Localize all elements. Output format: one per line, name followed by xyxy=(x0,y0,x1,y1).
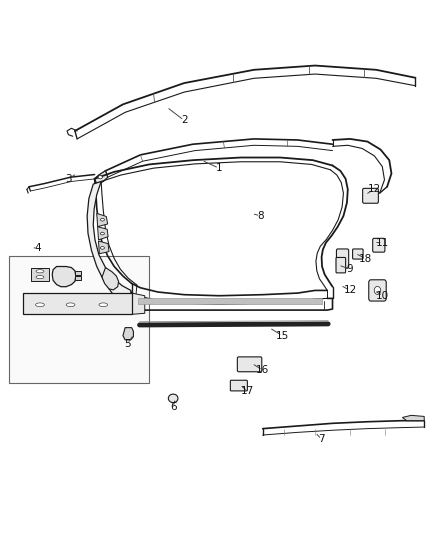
Ellipse shape xyxy=(100,247,104,249)
FancyBboxPatch shape xyxy=(230,380,247,391)
Ellipse shape xyxy=(99,303,108,306)
Polygon shape xyxy=(75,271,81,275)
Polygon shape xyxy=(138,298,321,304)
Ellipse shape xyxy=(98,175,102,179)
Text: 12: 12 xyxy=(367,184,381,195)
Text: 17: 17 xyxy=(241,386,254,397)
FancyBboxPatch shape xyxy=(369,280,386,301)
Text: 7: 7 xyxy=(318,434,325,445)
Text: 15: 15 xyxy=(276,330,289,341)
Text: 11: 11 xyxy=(376,238,389,247)
Text: 9: 9 xyxy=(346,264,353,274)
FancyBboxPatch shape xyxy=(237,357,262,372)
Ellipse shape xyxy=(35,303,44,306)
Polygon shape xyxy=(102,268,119,290)
FancyBboxPatch shape xyxy=(353,249,363,259)
Text: 16: 16 xyxy=(256,365,269,375)
Text: 2: 2 xyxy=(181,115,187,125)
Ellipse shape xyxy=(36,270,44,273)
Polygon shape xyxy=(98,227,108,240)
Ellipse shape xyxy=(36,276,44,279)
Ellipse shape xyxy=(100,219,104,221)
Text: 4: 4 xyxy=(35,243,41,253)
Ellipse shape xyxy=(168,394,178,402)
Text: 8: 8 xyxy=(257,211,264,221)
Polygon shape xyxy=(87,181,131,300)
Polygon shape xyxy=(132,293,145,314)
FancyBboxPatch shape xyxy=(336,257,346,273)
Text: 10: 10 xyxy=(376,290,389,301)
Polygon shape xyxy=(97,213,108,227)
Ellipse shape xyxy=(100,232,104,235)
Polygon shape xyxy=(31,268,49,281)
Ellipse shape xyxy=(374,286,381,294)
Bar xyxy=(10,256,149,383)
FancyBboxPatch shape xyxy=(363,188,378,203)
Text: 3: 3 xyxy=(65,174,72,184)
Polygon shape xyxy=(95,171,108,183)
FancyBboxPatch shape xyxy=(336,249,349,268)
Text: 6: 6 xyxy=(170,402,177,413)
Text: 18: 18 xyxy=(359,254,372,263)
Polygon shape xyxy=(52,266,76,287)
Polygon shape xyxy=(75,276,81,280)
Text: 1: 1 xyxy=(215,163,223,173)
Ellipse shape xyxy=(66,303,75,306)
Text: 5: 5 xyxy=(124,338,131,349)
Polygon shape xyxy=(99,241,109,254)
Polygon shape xyxy=(403,415,424,421)
FancyBboxPatch shape xyxy=(373,238,385,252)
Polygon shape xyxy=(123,328,134,340)
Polygon shape xyxy=(22,293,132,314)
Text: 12: 12 xyxy=(343,286,357,295)
